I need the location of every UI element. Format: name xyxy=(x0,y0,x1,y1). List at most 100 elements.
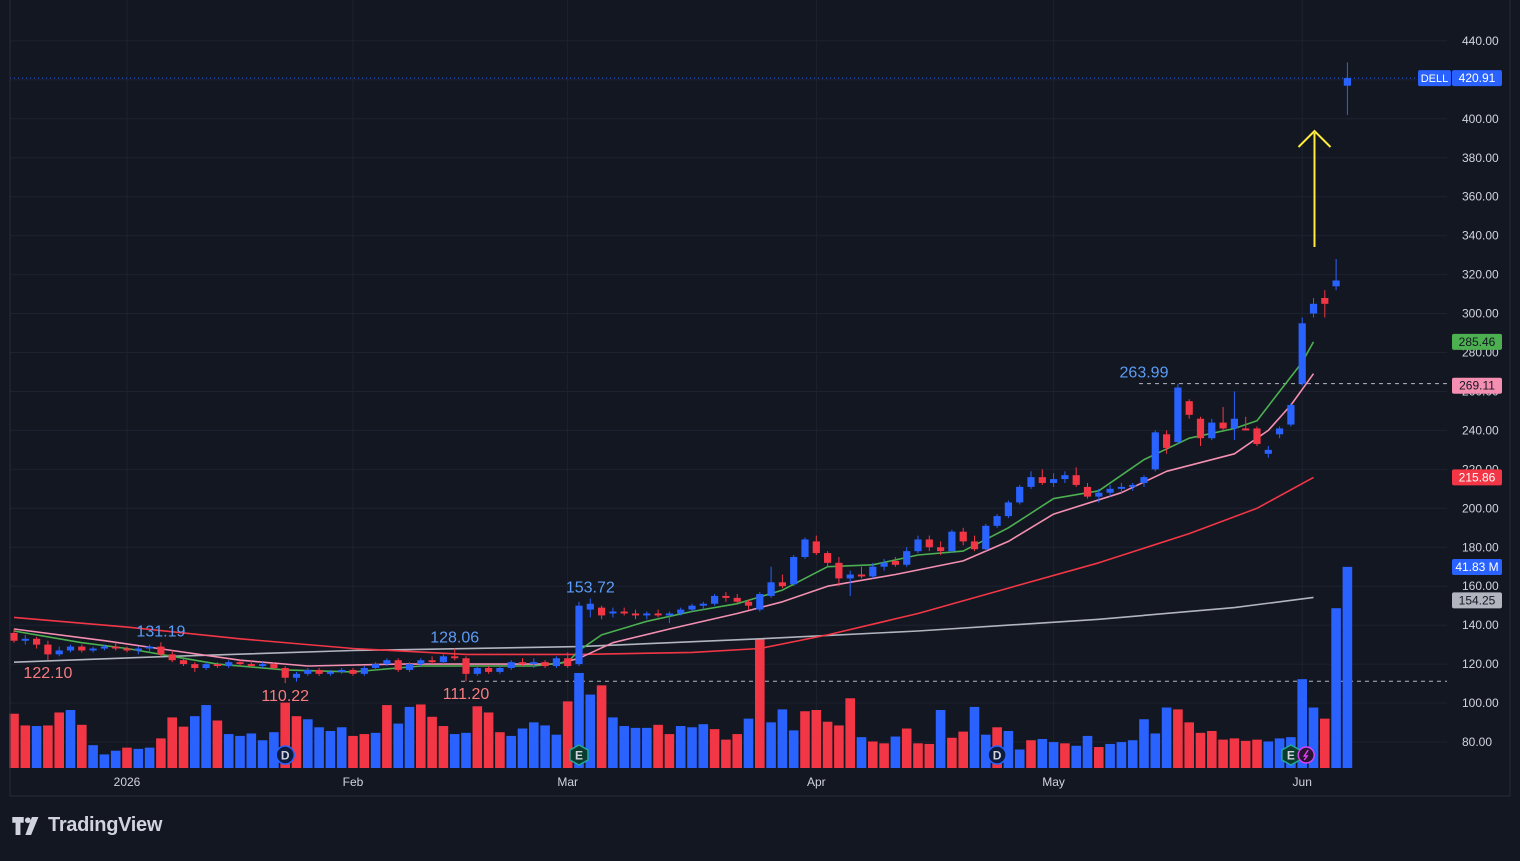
candle-body xyxy=(66,646,75,651)
volume-bar xyxy=(178,726,189,768)
candle-body xyxy=(1343,78,1351,86)
candle-body xyxy=(439,656,447,663)
candle xyxy=(428,656,436,665)
volume-bar xyxy=(1048,742,1059,768)
volume-bar xyxy=(1060,743,1070,768)
earnings-marker[interactable]: E xyxy=(1281,744,1301,766)
candle xyxy=(44,640,52,661)
volume-bar xyxy=(1037,739,1048,768)
candle-body xyxy=(903,551,911,565)
candle-body xyxy=(846,574,854,579)
candle-body xyxy=(21,638,29,641)
volume-bar xyxy=(1071,745,1081,768)
ema-mid-line xyxy=(13,373,1315,667)
last-price-badge: 420.91 xyxy=(1452,70,1502,87)
candle xyxy=(66,644,75,653)
candles xyxy=(10,62,1351,684)
price-tick-label: 320.00 xyxy=(1462,268,1499,282)
candle-body xyxy=(507,662,515,668)
candle-body xyxy=(1208,422,1216,439)
volume-bar xyxy=(280,702,290,768)
candle xyxy=(326,669,334,676)
candle-body xyxy=(1061,475,1069,480)
candle xyxy=(1106,484,1114,497)
candle-body xyxy=(891,560,899,565)
candle-body xyxy=(711,595,719,604)
candle-body xyxy=(1219,422,1227,429)
volume-bar xyxy=(336,727,347,768)
candle-body xyxy=(360,667,368,674)
dividend-marker-shape xyxy=(987,745,1007,765)
volume-bar xyxy=(1297,679,1307,768)
tradingview-logo[interactable]: TradingView xyxy=(12,814,162,837)
volume-bar xyxy=(585,694,596,768)
volume-bar xyxy=(608,717,618,768)
candle xyxy=(620,607,628,616)
candle xyxy=(259,662,267,668)
volume-bar xyxy=(551,734,562,768)
candle-body xyxy=(824,553,832,563)
volume-badge-value: 41.83 M xyxy=(1455,560,1498,574)
sma-long-line xyxy=(13,596,1314,663)
dividend-marker[interactable]: D xyxy=(987,745,1007,765)
candle-body xyxy=(112,646,120,649)
candle-body xyxy=(349,669,357,674)
volume-bar xyxy=(788,730,799,768)
price-axis[interactable]: 440.00420.00400.00380.00360.00340.00320.… xyxy=(1447,0,1520,797)
split-marker[interactable] xyxy=(1297,746,1315,764)
time-axis[interactable]: 2026 Feb Mar Apr May Jun xyxy=(9,0,1511,797)
candle xyxy=(1298,317,1306,386)
ema-mid-badge-bg xyxy=(1452,377,1502,394)
split-marker-shape xyxy=(1297,746,1315,764)
candle xyxy=(157,642,165,657)
dividend-marker[interactable]: D xyxy=(275,745,295,765)
candle-body xyxy=(1095,492,1103,497)
volume-bar xyxy=(1240,740,1251,768)
candle xyxy=(417,658,425,667)
candle-body xyxy=(123,648,131,651)
candle-body xyxy=(270,664,278,668)
volume-bar xyxy=(314,727,324,768)
candle-body xyxy=(89,648,97,651)
candle xyxy=(394,658,402,672)
earnings-marker[interactable]: E xyxy=(569,744,589,766)
volume-bar xyxy=(777,709,788,768)
volume-bar xyxy=(822,721,833,768)
event-marker-letter: E xyxy=(1287,749,1295,763)
candle xyxy=(134,646,142,655)
time-axis-bg xyxy=(10,768,1447,797)
candle xyxy=(586,598,594,618)
candle xyxy=(496,666,504,674)
candle xyxy=(33,636,41,649)
volume-bar xyxy=(845,698,855,768)
candle xyxy=(575,601,583,667)
volume-bar xyxy=(732,734,742,768)
candle xyxy=(1117,482,1125,493)
candle-body xyxy=(530,662,538,665)
volume-bar xyxy=(1150,733,1161,768)
candle-body xyxy=(1163,434,1171,448)
volume-bar xyxy=(416,704,426,768)
event-marker-letter: D xyxy=(281,749,290,763)
candle xyxy=(1027,471,1035,489)
candle-body xyxy=(225,662,233,667)
candle xyxy=(631,609,640,620)
candle xyxy=(846,570,854,596)
volume-bar xyxy=(110,750,121,768)
annotation-arrow xyxy=(1297,129,1332,247)
volume-bar xyxy=(574,672,584,768)
candle xyxy=(123,646,131,653)
ema-long-badge-value: 215.86 xyxy=(1459,470,1496,484)
candle xyxy=(439,654,447,665)
price-tick-label: 140.00 xyxy=(1462,618,1499,632)
volume-bar xyxy=(743,718,754,768)
candle-body xyxy=(564,658,572,667)
volume-bar xyxy=(461,732,471,768)
time-tick-label: May xyxy=(1042,775,1065,789)
candle-body xyxy=(552,658,560,667)
volume-bar xyxy=(1342,566,1353,768)
candle xyxy=(982,523,990,552)
